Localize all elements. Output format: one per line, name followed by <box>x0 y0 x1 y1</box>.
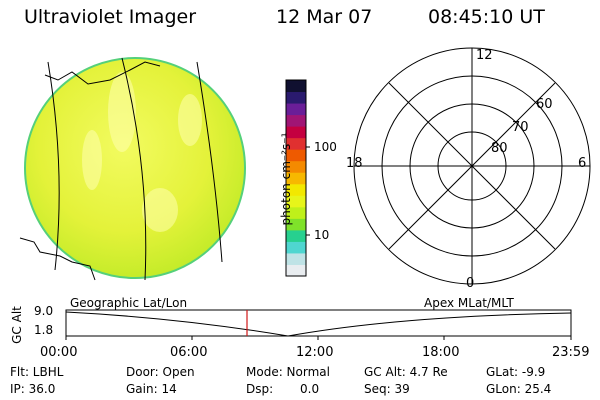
timeline-xtick-0600: 06:00 <box>170 345 208 360</box>
coastline <box>44 61 161 85</box>
colorbar-cell <box>286 91 306 104</box>
colorbar-cell <box>286 229 306 242</box>
timeline-xtick-0000: 00:00 <box>40 345 78 360</box>
coastline <box>19 237 96 281</box>
lat-label-60: 60 <box>536 97 553 112</box>
timeline-frame <box>65 309 572 337</box>
status-flt: Flt: LBHL <box>10 365 64 379</box>
colorbar-cell <box>286 80 306 93</box>
clock-label-18: 18 <box>346 156 363 171</box>
colorbar-cell <box>286 114 306 127</box>
status-dsp-label: Dsp: <box>246 382 274 396</box>
altitude-curve <box>65 311 572 337</box>
clock-label-12: 12 <box>476 48 493 63</box>
status-gc-alt: GC Alt: 4.7 Re <box>364 365 448 379</box>
meridian-line <box>121 57 147 281</box>
timeline-xtick-2359: 23:59 <box>552 345 590 360</box>
status-ip: IP: 36.0 <box>10 382 56 396</box>
colorbar-cell <box>286 149 306 162</box>
status-glat: GLat: -9.9 <box>486 365 546 379</box>
meridian-line <box>196 61 223 263</box>
timeline-xtick-1800: 18:00 <box>422 345 460 360</box>
colorbar-tick-100: 100 <box>314 140 337 154</box>
colorbar-cell <box>286 252 306 265</box>
timeline-ytick-9: 9.0 <box>34 304 54 318</box>
status-gain: Gain: 14 <box>126 382 177 396</box>
colorbar-cell <box>286 126 306 139</box>
colorbar-tick-10: 10 <box>314 228 330 242</box>
colorbar-cell <box>286 206 306 219</box>
status-glon: GLon: 25.4 <box>486 382 552 396</box>
colorbar-cell <box>286 137 306 150</box>
polar-axis <box>388 82 556 250</box>
status-door: Door: Open <box>126 365 195 379</box>
status-seq: Seq: 39 <box>364 382 410 396</box>
colorbar-cell <box>286 264 306 277</box>
clock-label-0: 0 <box>466 276 475 291</box>
colorbar-cell <box>286 241 306 254</box>
timeline-left-label: Geographic Lat/Lon <box>70 296 188 310</box>
colorbar-cell <box>286 103 306 116</box>
status-dsp-value: 0.0 <box>300 382 320 396</box>
timeline-xtick-1200: 12:00 <box>296 345 334 360</box>
clock-label-6: 6 <box>578 156 587 171</box>
lat-label-70: 70 <box>512 120 529 135</box>
time-label: 08:45:10 UT <box>428 6 545 28</box>
date-label: 12 Mar 07 <box>276 6 373 28</box>
colorbar-cell <box>286 195 306 208</box>
colorbar-cell <box>286 172 306 185</box>
colorbar-cell <box>286 218 306 231</box>
meridian-line <box>47 61 60 271</box>
lat-label-80: 80 <box>491 141 508 156</box>
timeline-right-label: Apex MLat/MLT <box>424 296 514 310</box>
instrument-title: Ultraviolet Imager <box>24 6 197 28</box>
colorbar-cell <box>286 160 306 173</box>
timeline-ytick-1-8: 1.8 <box>34 323 54 337</box>
colorbar-cell <box>286 183 306 196</box>
status-mode: Mode: Normal <box>246 365 330 379</box>
